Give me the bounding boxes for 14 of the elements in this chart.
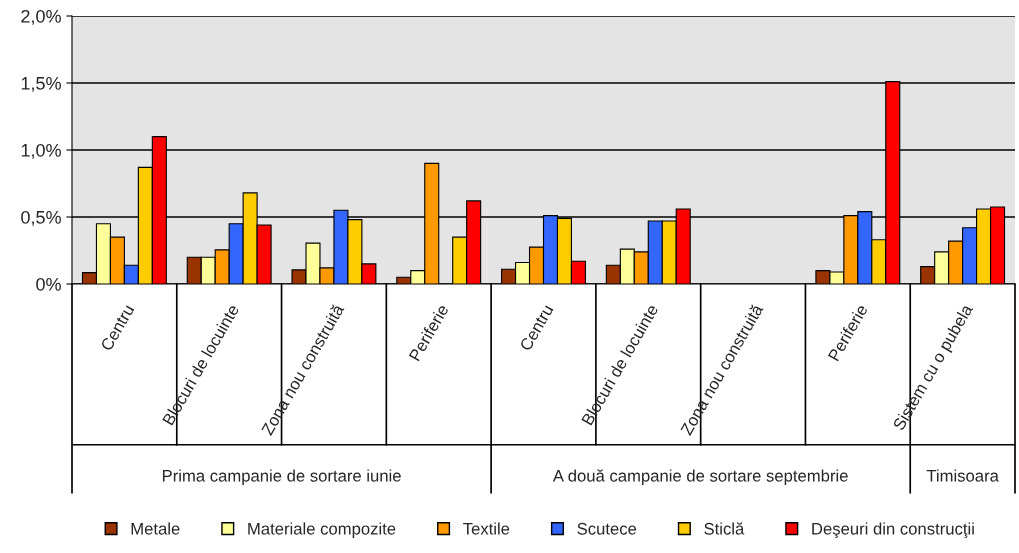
legend-label: Textile [463, 522, 510, 535]
text: Prima campanie de sortare iunie [162, 469, 401, 485]
y-tick-label: 1,5% [21, 77, 61, 92]
y-tick-label: 0,5% [21, 210, 61, 226]
legend-label: Metale [131, 522, 180, 535]
text: Timisoara [926, 469, 999, 482]
y-tick-label: 1,0% [21, 143, 61, 159]
legend-label: Deşeuri din construcţii [812, 522, 974, 538]
legend-label: Materiale compozite [248, 522, 396, 538]
legend-label: Scutece [577, 522, 637, 535]
legend-label: Sticlă [704, 522, 745, 535]
y-tick-label: 2,0% [21, 9, 61, 25]
text: A două campanie de sortare septembrie [552, 469, 848, 485]
y-tick-label: 0% [36, 277, 61, 291]
